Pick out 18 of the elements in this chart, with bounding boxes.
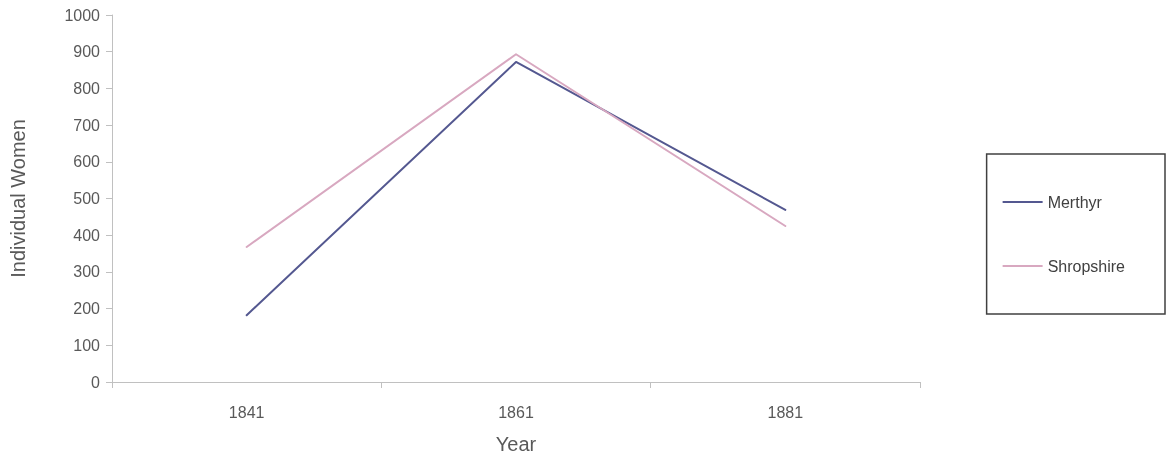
y-tick-label: 800 xyxy=(73,79,101,97)
x-axis-title: Year xyxy=(495,433,537,455)
y-tick-label: 100 xyxy=(73,336,101,354)
y-tick-label: 400 xyxy=(73,226,101,244)
y-tick-label: 1000 xyxy=(64,6,101,24)
y-tick-label: 0 xyxy=(91,373,101,391)
legend-label: Merthyr xyxy=(1047,193,1103,211)
y-tick-label: 900 xyxy=(73,43,101,61)
legend-label: Shropshire xyxy=(1047,257,1126,275)
y-tick-label: 700 xyxy=(73,116,101,134)
x-tick-label: 1861 xyxy=(498,403,534,421)
x-tick-label: 1841 xyxy=(228,403,265,421)
y-tick-label: 300 xyxy=(73,263,101,281)
y-tick-label: 600 xyxy=(73,153,101,171)
x-tick-label: 1881 xyxy=(767,403,804,421)
y-tick-label: 200 xyxy=(73,300,101,318)
y-tick-label: 500 xyxy=(73,190,101,207)
y-axis-title: Individual Women xyxy=(7,119,29,278)
